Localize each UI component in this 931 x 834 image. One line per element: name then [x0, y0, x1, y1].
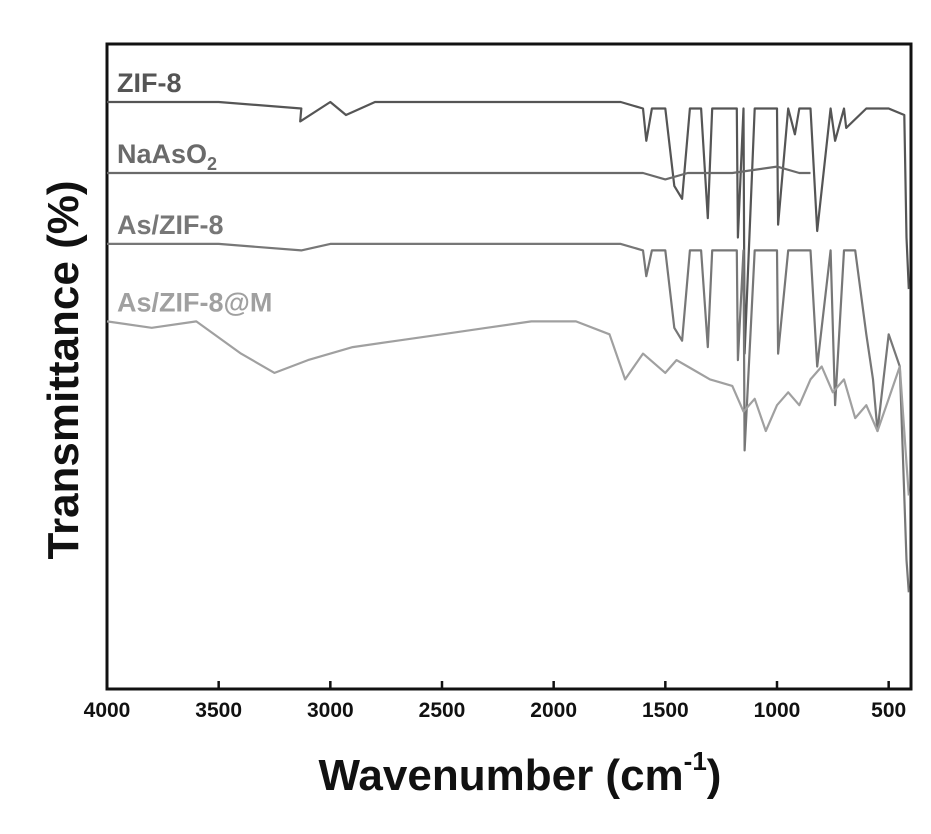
series-label-naaso2: NaAsO2: [117, 139, 217, 174]
x-axis-title-main: Wavenumber (cm: [319, 751, 684, 800]
series-label-as-zif-8: As/ZIF-8: [117, 210, 224, 240]
plot-area: [105, 42, 913, 691]
series-label-sub: 2: [207, 154, 217, 174]
series-label-main: NaAsO: [117, 139, 207, 169]
series-label-main: As/ZIF-8: [117, 210, 224, 240]
series-line-as-zif-8: [107, 242, 910, 593]
series-label-layer: ZIF-8 NaAsO2 As/ZIF-8 As/ZIF-8@M: [117, 68, 272, 317]
series-line-as-zif-8-m: [106, 320, 910, 496]
series-label-main: As/ZIF-8@M: [117, 287, 272, 317]
x-tick-label-4000: 4000: [84, 699, 131, 722]
x-tick-label-2500: 2500: [419, 699, 466, 722]
x-axis-ticks: 4000 3500 3000 2500 2000 1500 1000 500: [84, 681, 906, 722]
series-label-as-zif-8-m: As/ZIF-8@M: [117, 287, 272, 317]
y-axis-title: Transmittance (%): [39, 181, 88, 560]
plot-frame: [105, 42, 913, 691]
x-axis-title-close: ): [707, 751, 722, 800]
series-line-naaso2: [107, 165, 811, 181]
x-axis-title: Wavenumber (cm-1): [319, 746, 722, 800]
x-tick-label-1500: 1500: [642, 699, 689, 722]
x-tick-label-3000: 3000: [307, 699, 354, 722]
x-tick-label-2000: 2000: [530, 699, 577, 722]
x-tick-label-1000: 1000: [754, 699, 801, 722]
x-tick-label-3500: 3500: [195, 699, 242, 722]
series-label-zif-8: ZIF-8: [117, 68, 182, 98]
x-axis-title-sup: -1: [684, 746, 707, 776]
series-label-main: ZIF-8: [117, 68, 182, 98]
x-tick-label-500: 500: [871, 699, 906, 722]
series-line-zif-8: [107, 100, 910, 355]
series-layer: [106, 100, 910, 593]
